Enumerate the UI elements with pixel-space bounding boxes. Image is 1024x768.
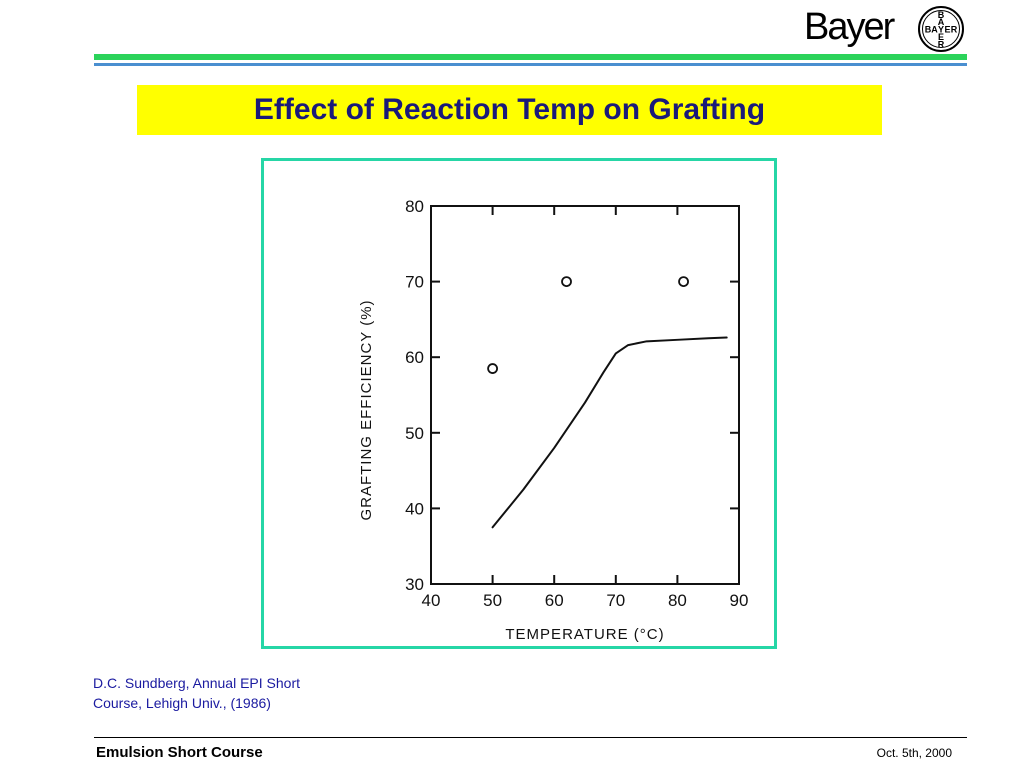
logo-letter-r2: R	[951, 25, 958, 35]
y-tick-label: 70	[405, 273, 424, 292]
y-tick-label: 80	[405, 197, 424, 216]
footer-course-title: Emulsion Short Course	[96, 744, 263, 761]
logo-letter-b: B	[938, 10, 945, 20]
plot-border	[430, 205, 740, 585]
y-axis-label: GRAFTING EFFICIENCY (%)	[358, 299, 375, 520]
efficiency-curve	[491, 336, 728, 529]
x-axis-label: TEMPERATURE (°C)	[505, 626, 664, 643]
y-tick-label: 30	[405, 575, 424, 594]
slide-title: Effect of Reaction Temp on Grafting	[253, 93, 766, 126]
footer-rule	[94, 737, 967, 738]
x-tick-label: 70	[606, 591, 625, 610]
x-tick-label: 60	[545, 591, 564, 610]
x-tick-label: 90	[730, 591, 749, 610]
x-tick-label: 80	[668, 591, 687, 610]
slide-title-box: Effect of Reaction Temp on Grafting	[137, 85, 882, 135]
logo-letter-a2: A	[931, 25, 938, 35]
citation-line-2: Course, Lehigh Univ., (1986)	[93, 695, 271, 711]
header-rule-green	[94, 54, 967, 60]
brand-text: Bayer	[804, 6, 895, 48]
citation-line-1: D.C. Sundberg, Annual EPI Short	[93, 675, 301, 691]
data-point	[678, 276, 689, 287]
data-point	[561, 276, 572, 287]
header-rule	[94, 54, 967, 66]
logo-letter-a: A	[938, 17, 945, 27]
y-tick-label: 60	[405, 348, 424, 367]
y-tick-label: 50	[405, 424, 424, 443]
logo-letter-b2: B	[925, 25, 932, 35]
citation: D.C. Sundberg, Annual EPI Short Course, …	[93, 673, 373, 713]
footer-date: Oct. 5th, 2000	[876, 746, 952, 760]
logo-letter-r: R	[938, 40, 945, 50]
x-tick-label: 40	[422, 591, 441, 610]
chart-frame: 40 50 60 70 80 90 30 40 50 60 70 80 TEMPERATURE (°C…	[261, 158, 777, 649]
header-rule-blue	[94, 63, 967, 66]
data-point	[487, 363, 499, 374]
y-tick-label: 40	[405, 499, 424, 518]
logo-letter-e2: E	[944, 25, 950, 35]
x-tick-label: 50	[483, 591, 502, 610]
bayer-logo: Bayer B A B A Y E R E R	[804, 4, 968, 52]
logo-letter-y: Y	[938, 25, 944, 35]
logo-letter-e: E	[938, 32, 944, 42]
bayer-cross-icon: B A B A Y E R E R	[918, 6, 964, 52]
